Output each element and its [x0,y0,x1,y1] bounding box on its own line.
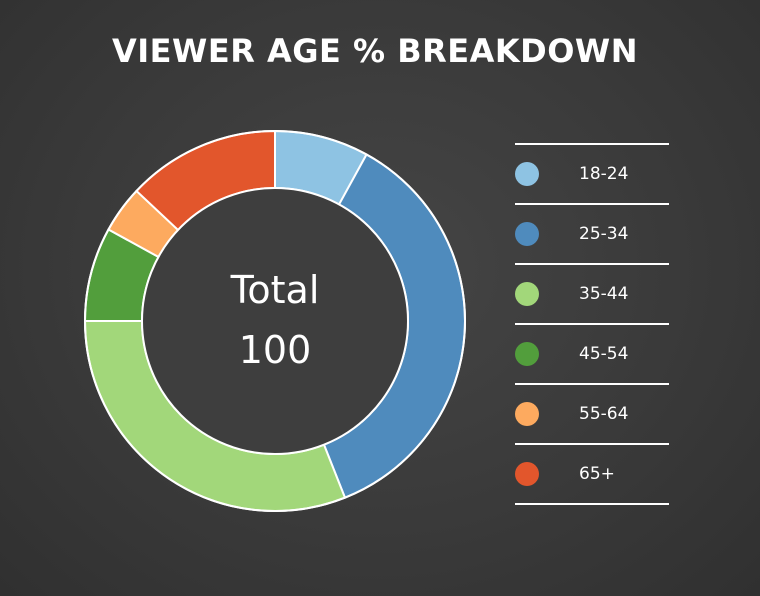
legend-label: 65+ [579,464,615,484]
donut-hole [141,187,409,455]
legend-label: 18-24 [579,164,629,184]
legend-divider [515,503,669,505]
legend-divider [515,263,669,265]
legend-swatch [515,342,539,366]
legend-swatch [515,402,539,426]
legend-swatch [515,222,539,246]
legend-swatch [515,462,539,486]
legend-divider [515,203,669,205]
legend-item: 45-54 [515,325,669,383]
legend-swatch [515,162,539,186]
legend-divider [515,323,669,325]
legend-label: 45-54 [579,344,629,364]
legend-label: 55-64 [579,404,629,424]
legend-divider [515,443,669,445]
legend-label: 25-34 [579,224,629,244]
center-label-total: Total [230,268,320,312]
legend-item: 25-34 [515,205,669,263]
legend-swatch [515,282,539,306]
legend-item: 55-64 [515,385,669,443]
legend: 18-24 25-34 35-44 45-54 55-64 65+ [515,143,669,505]
center-label-value: 100 [238,328,312,372]
chart-title: VIEWER AGE % BREAKDOWN [112,32,638,70]
legend-divider [515,143,669,145]
legend-item: 65+ [515,445,669,503]
legend-label: 35-44 [579,284,629,304]
legend-divider [515,383,669,385]
donut-outer-ring [84,130,466,512]
legend-item: 35-44 [515,265,669,323]
legend-item: 18-24 [515,145,669,203]
